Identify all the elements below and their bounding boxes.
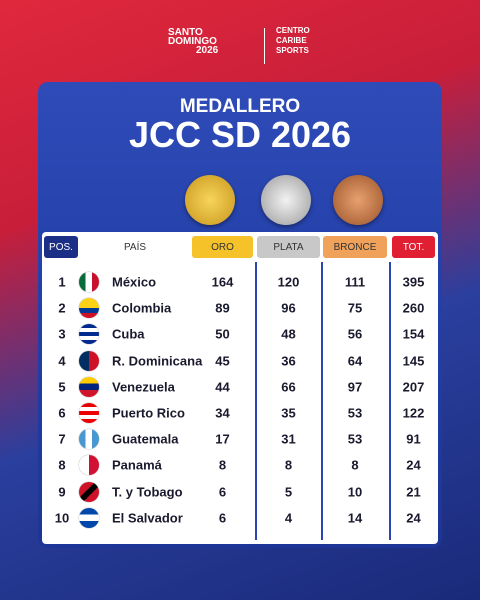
table-cell: 10 [54,510,70,526]
table-cell: 56 [347,326,363,342]
table-cell: 6 [218,484,227,500]
column-header: TOT. [392,236,435,258]
table-cell: 9 [58,484,66,500]
column-divider [321,262,323,540]
partner: CENTRO CARIBE SPORTS [276,26,310,56]
table-cell: 53 [347,431,363,447]
table-cell: 44 [215,379,230,395]
column-header: POS. [44,236,78,258]
table-cell: 122 [402,405,425,421]
flag [79,429,99,450]
column-header: BRONCE [323,236,387,258]
country: T. y Tobago [112,484,183,500]
table-cell: 89 [215,300,230,316]
table-cell: 10 [347,484,363,500]
country: R. Dominicana [112,353,203,369]
flag [79,350,99,371]
flag [79,481,99,502]
table-cell: 395 [402,274,425,290]
table-cell: 4 [58,353,66,369]
flag [79,376,99,397]
table-cell: 120 [277,274,300,290]
column-divider [255,262,257,540]
table-cell: 6 [218,510,227,526]
logo-line: 2026 [196,45,219,56]
table-cell: 207 [402,379,425,395]
table-cell: 75 [347,300,363,316]
flag [79,455,99,476]
table-cell: 53 [347,405,363,421]
column-header: PLATA [257,236,320,258]
table-cell: 3 [58,326,66,342]
table-cell: 7 [58,431,66,447]
country: Guatemala [112,431,179,447]
table-cell: 96 [281,300,296,316]
logo-line: SANTO [168,27,203,38]
table-cell: 17 [215,431,230,447]
table-cell: 1 [58,274,66,290]
table-cell: 145 [402,353,425,369]
table-cell: 31 [281,431,296,447]
table-cell: 91 [406,431,421,447]
table-cell: 2 [58,300,66,316]
flag [79,298,99,319]
silver-medal [261,175,311,225]
country: México [112,274,157,290]
flag [79,324,99,345]
column-divider [389,262,391,540]
table-cell: 8 [284,457,293,473]
table-cell: 36 [281,353,296,369]
divider [264,28,265,64]
country: Puerto Rico [112,405,185,421]
country: El Salvador [112,510,183,526]
country: Venezuela [112,379,175,395]
column-header: ORO [192,236,253,258]
table-cell: 111 [344,274,366,290]
table-cell: 260 [402,300,425,316]
country: Colombia [112,300,172,316]
gold-medal [185,175,235,225]
table-cell: 35 [281,405,296,421]
table-cell: 8 [218,457,227,473]
table-cell: 21 [406,484,421,500]
table-cell: 164 [211,274,234,290]
logo: SANTO DOMINGO 2026 [168,27,258,56]
table-cell: 24 [406,510,421,526]
table-cell: 154 [402,326,425,342]
flag [79,403,99,423]
logo-line: DOMINGO [168,36,217,47]
table-panel [42,232,438,544]
column-header: PAÍS [80,236,190,258]
table-cell: 5 [284,484,293,500]
table-cell: 64 [347,353,363,369]
table-cell: 4 [284,510,293,526]
title: JCC SD 2026 [128,114,352,155]
partner-line: CARIBE [276,36,307,45]
table-cell: 5 [58,379,66,395]
country: Panamá [112,457,162,473]
country: Cuba [112,326,145,342]
table-cell: 8 [58,457,66,473]
table-cell: 66 [281,379,296,395]
bronze-medal [333,175,383,225]
table-cell: 34 [215,405,230,421]
table-cell: 97 [347,379,363,395]
table-cell: 8 [351,457,359,473]
table-cell: 24 [406,457,421,473]
partner-line: CENTRO [276,26,310,35]
table-cell: 45 [215,353,230,369]
partner-line: SPORTS [276,46,309,55]
kicker: MEDALLERO [179,96,301,117]
flag [79,507,99,528]
table-cell: 50 [215,326,230,342]
table-cell: 48 [281,326,296,342]
flag [79,272,99,292]
table-cell: 14 [347,510,363,526]
table-cell: 6 [58,405,66,421]
